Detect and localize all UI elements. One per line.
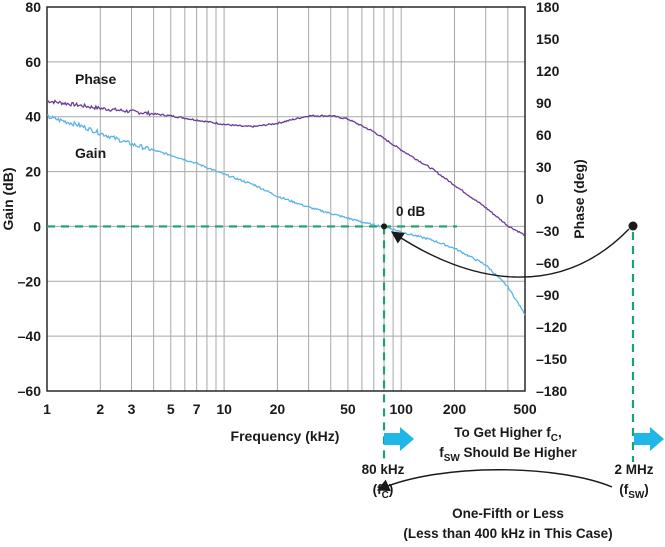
- x-tick-label: 10: [216, 401, 232, 417]
- x-tick-label: 3: [128, 401, 136, 417]
- x-tick-label: 100: [390, 401, 414, 417]
- bottom-annotation-line-2: (Less than 400 kHz in This Case): [403, 526, 612, 541]
- y-right-tick-label: 60: [536, 127, 552, 143]
- fsw-subscript: SW: [628, 490, 645, 501]
- y-left-tick-label: 20: [25, 164, 41, 180]
- x-tick-label: 50: [340, 401, 356, 417]
- blue-arrow-fsw: [634, 427, 664, 451]
- x-tick-label: 200: [443, 401, 467, 417]
- y-right-tick-label: 180: [536, 0, 560, 15]
- fsw-symbol-label: (fSW): [619, 482, 649, 501]
- y-right-tick-label: 90: [536, 95, 552, 111]
- fc-subscript: C: [382, 490, 389, 501]
- y-right-tick-label: –90: [536, 287, 560, 303]
- series-line-phase: [46, 99, 526, 237]
- note-line-1: To Get Higher fC,: [454, 425, 562, 444]
- zero-db-label: 0 dB: [396, 204, 426, 219]
- note2-text: f: [439, 445, 444, 460]
- series-label-phase: Phase: [75, 71, 116, 87]
- y-right-tick-label: –150: [536, 351, 567, 367]
- bottom-annotation-line-1: One-Fifth or Less: [452, 506, 564, 521]
- y-left-tick-label: 80: [25, 0, 41, 15]
- y-left-tick-label: 60: [25, 54, 41, 70]
- x-tick-label: 20: [270, 401, 286, 417]
- y-right-tick-label: 150: [536, 31, 560, 47]
- series-label-gain: Gain: [75, 145, 106, 161]
- y-right-tick-label: –120: [536, 319, 567, 335]
- note1-text: To Get Higher f: [454, 425, 551, 440]
- fsw-point: [628, 221, 638, 231]
- blue-arrow-fc: [384, 427, 414, 451]
- y-right-tick-label: –60: [536, 255, 560, 271]
- y-left-tick-label: –60: [18, 383, 42, 399]
- paren-close: ): [389, 482, 394, 497]
- fc-value-label: 80 kHz: [362, 462, 405, 477]
- paren-open: (: [373, 482, 378, 497]
- note1-subscript: C: [551, 433, 558, 444]
- y-right-tick-label: 30: [536, 159, 552, 175]
- y-right-tick-label: –30: [536, 223, 560, 239]
- plot-frame: [46, 6, 526, 392]
- crossover-arrow: [390, 228, 630, 278]
- fc-point: [381, 223, 388, 230]
- y-left-tick-label: 40: [25, 109, 41, 125]
- y-right-tick-label: 120: [536, 63, 560, 79]
- y-left-axis-title: Gain (dB): [0, 168, 16, 231]
- y-right-axis-title: Phase (deg): [571, 159, 587, 238]
- x-tick-label: 1: [43, 401, 51, 417]
- note-line-2: fSW Should Be Higher: [439, 445, 577, 464]
- series-layer: [46, 99, 526, 316]
- fc-symbol: f: [377, 482, 382, 497]
- x-tick-label: 2: [96, 401, 104, 417]
- note2-subscript: SW: [444, 453, 461, 464]
- note2-tail: Should Be Higher: [460, 445, 578, 460]
- annotation-layer: [47, 221, 664, 492]
- y-left-tick-label: –40: [18, 328, 42, 344]
- one-fifth-arrow: [376, 469, 613, 492]
- fsw-symbol: f: [624, 482, 629, 497]
- fc-symbol-label: (fC): [373, 482, 394, 501]
- paren-open: (: [619, 482, 624, 497]
- y-left-tick-label: –20: [18, 273, 42, 289]
- y-right-tick-label: 0: [536, 191, 544, 207]
- plot-border: [46, 6, 526, 392]
- x-tick-label: 500: [513, 401, 537, 417]
- y-left-tick-label: 0: [33, 218, 41, 234]
- x-axis-title: Frequency (kHz): [231, 428, 340, 444]
- series-line-gain: [46, 114, 526, 316]
- y-right-tick-label: –180: [536, 383, 567, 399]
- note1-tail: ,: [558, 425, 562, 440]
- x-tick-label: 5: [167, 401, 175, 417]
- x-tick-label: 7: [193, 401, 201, 417]
- paren-close: ): [644, 482, 649, 497]
- fsw-value-label: 2 MHz: [614, 462, 653, 477]
